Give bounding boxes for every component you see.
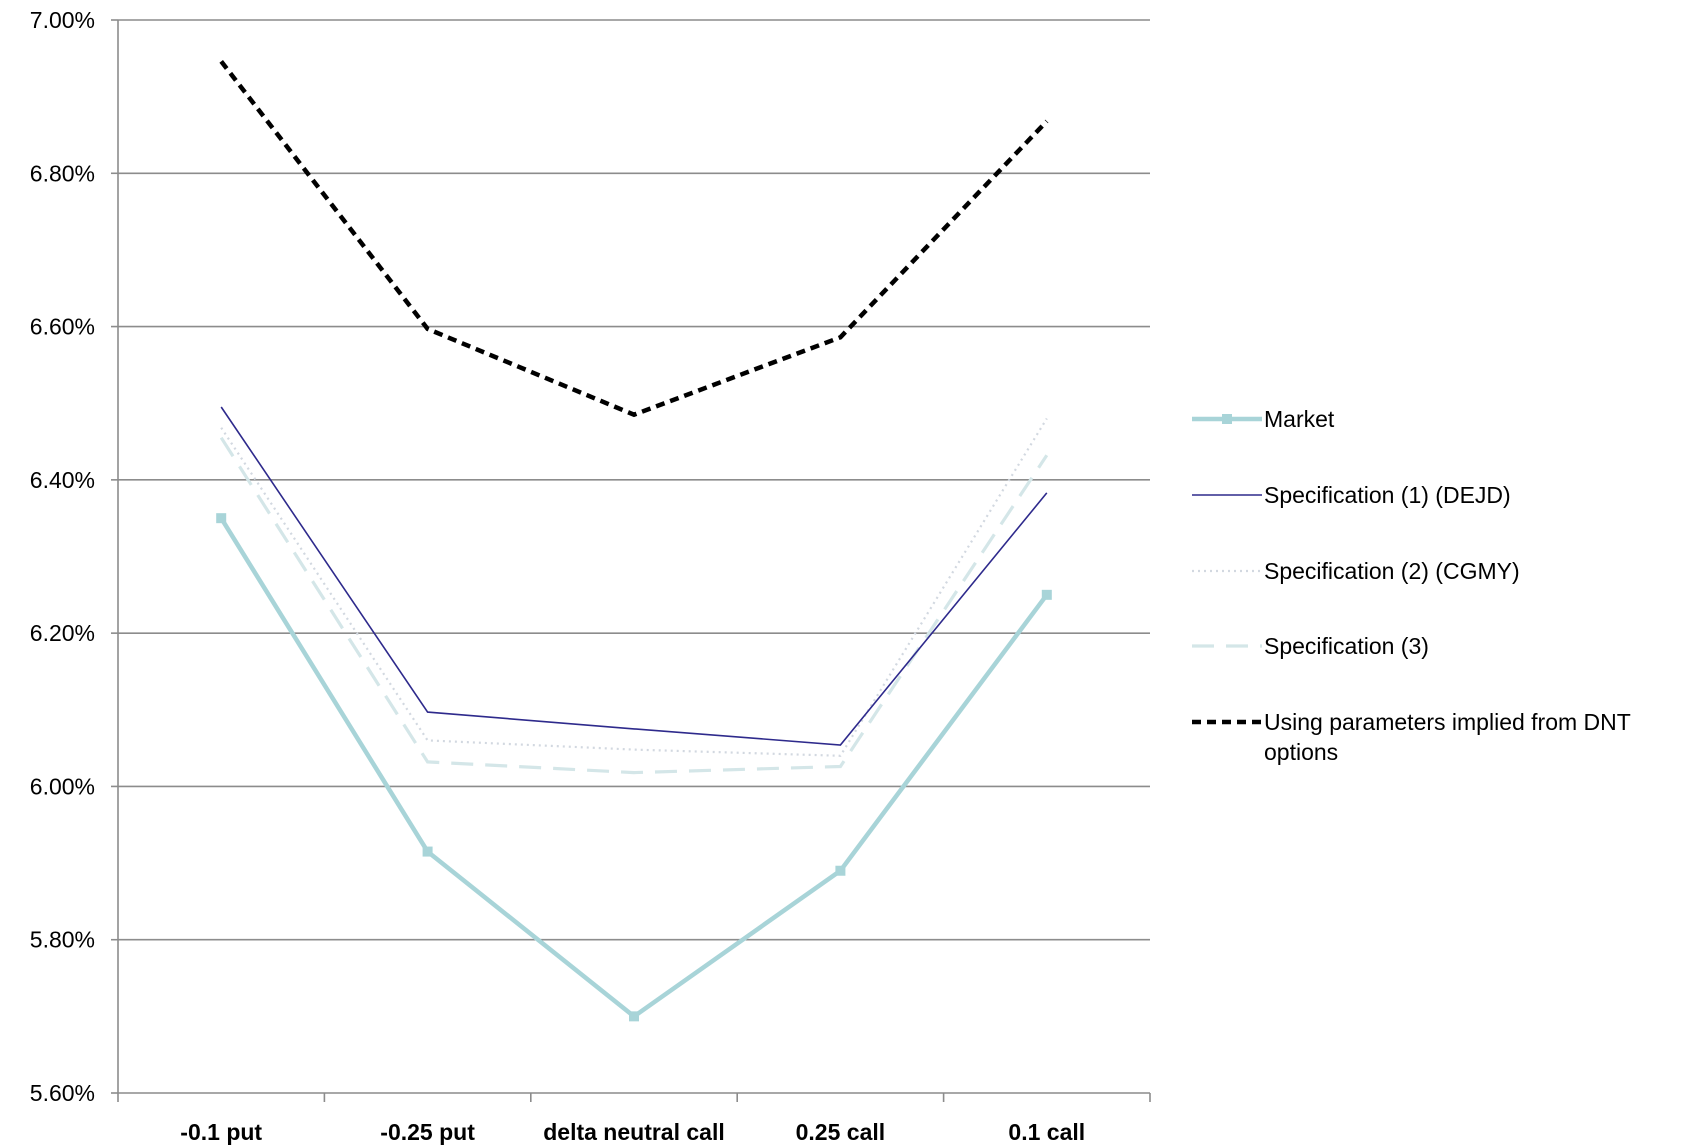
y-tick-label: 6.80% — [30, 160, 95, 186]
x-category-label: 0.1 call — [1008, 1119, 1085, 1145]
x-category-label: -0.25 put — [380, 1119, 475, 1145]
series-line-specification-3 — [219, 436, 1049, 775]
market-data-point — [422, 846, 433, 857]
legend-item: Specification (2) (CGMY) — [1192, 558, 1520, 584]
legend-label: Using parameters implied from DNT — [1264, 709, 1631, 735]
legend-label: Specification (3) — [1264, 633, 1429, 659]
series-line-using-parameters-implied-from-dnt-options — [219, 60, 1049, 418]
market-data-point — [835, 865, 846, 876]
series-line-market — [219, 517, 1049, 1020]
market-data-point — [629, 1011, 639, 1022]
legend-label: Market — [1264, 406, 1335, 432]
gridlines — [118, 19, 1150, 941]
legend-item: Using parameters implied from DNT options — [1192, 709, 1631, 765]
y-tick-label: 5.80% — [30, 927, 95, 953]
legend-label: Specification (1) (DEJD) — [1264, 482, 1511, 508]
y-tick-label: 6.60% — [30, 314, 95, 340]
axes — [111, 19, 1151, 1102]
legend-label: Specification (2) (CGMY) — [1264, 558, 1520, 584]
legend-item: Specification (1) (DEJD) — [1192, 482, 1511, 508]
series-line-specification-2-cgmy — [220, 417, 1048, 757]
market-data-point — [1041, 589, 1052, 600]
legend-marker — [1222, 414, 1232, 424]
legend-item: Market — [1192, 406, 1335, 432]
series-line-specification-1-dejd — [220, 406, 1048, 746]
x-category-label: 0.25 call — [796, 1119, 886, 1145]
market-data-point — [216, 513, 227, 524]
y-tick-label: 6.20% — [30, 620, 95, 646]
x-category-label: delta neutral call — [543, 1119, 725, 1145]
series-lines — [216, 60, 1052, 1022]
y-tick-label: 6.00% — [30, 773, 95, 799]
legend: Market Specification (1) (DEJD) Specificat… — [1192, 406, 1631, 765]
legend-label: options — [1264, 739, 1338, 765]
x-category-label: -0.1 put — [180, 1119, 262, 1145]
legend-item: Specification (3) — [1192, 633, 1429, 659]
y-tick-label: 5.60% — [30, 1080, 95, 1106]
y-tick-label: 7.00% — [30, 7, 95, 33]
axis-labels: 5.60% 5.80% 6.00% 6.20% 6.40% 6.60% 6.80% 7.00%… — [30, 7, 1085, 1145]
y-tick-label: 6.40% — [30, 467, 95, 493]
